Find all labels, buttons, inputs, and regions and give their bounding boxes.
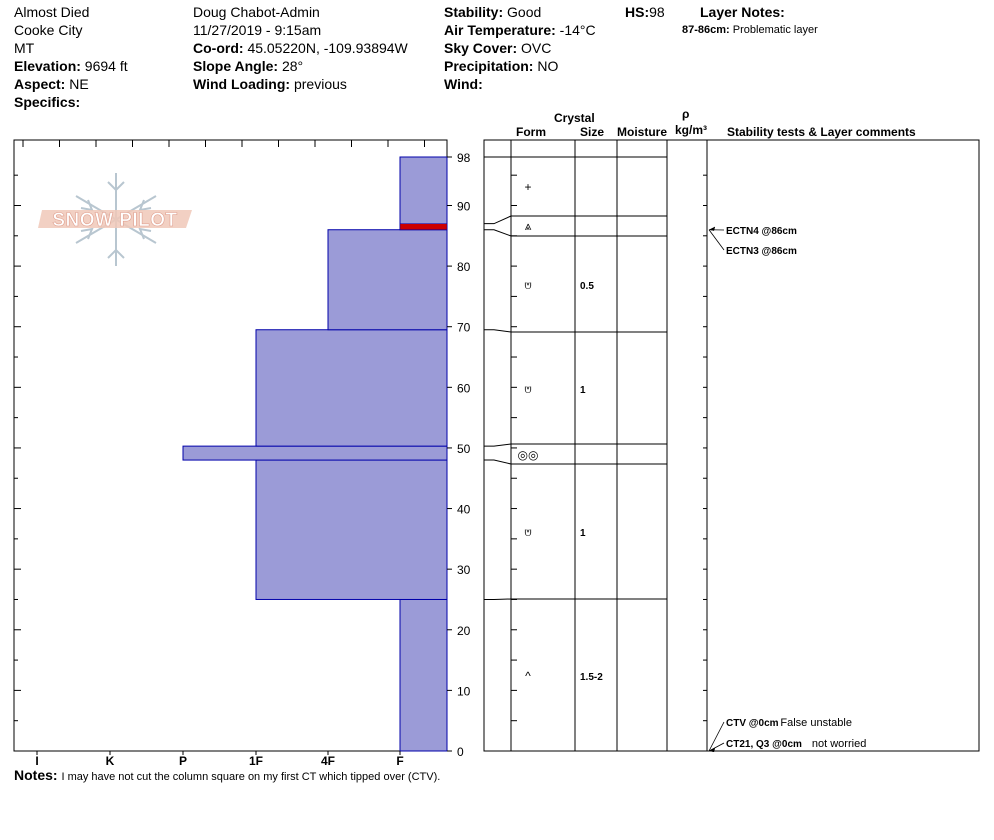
hardness-plot: I K P 1F 4F F 0 10 20 30 40 50 60 70 80 90 98 — [13, 139, 471, 768]
elevation: Elevation: 9694 ft — [14, 58, 128, 74]
layer-notes-label: Layer Notes: — [700, 4, 785, 20]
x-tick-label-P: P — [179, 754, 187, 768]
crystal-form-4: ◎◎ — [518, 448, 539, 462]
state: MT — [14, 40, 35, 56]
layer-bar-1 — [255, 459, 448, 600]
precipitation: Precipitation: NO — [444, 58, 559, 74]
y-tick-label-40: 40 — [457, 503, 471, 517]
y-tick-label-0: 0 — [457, 745, 464, 759]
crystal-form-1: ⩓ — [525, 219, 532, 233]
specifics: Specifics: — [14, 94, 81, 110]
col-size: Size — [580, 125, 605, 139]
row-connector-5 — [484, 459, 512, 465]
test-leader-1 — [708, 229, 725, 251]
crystal-form-5: ⩅ — [525, 525, 532, 539]
observer: Doug Chabot-Admin — [193, 4, 320, 20]
x-tick-label-F: F — [396, 754, 403, 768]
aspect: Aspect: NE — [14, 76, 89, 92]
notes: Notes: I may have not cut the column squ… — [14, 767, 441, 783]
table-frame — [483, 139, 980, 752]
layer-note: 87-86cm: Problematic layer — [682, 24, 818, 36]
y-tick-label-30: 30 — [457, 563, 471, 577]
layer-bar-5 — [399, 156, 448, 231]
wind-loading: Wind Loading: previous — [193, 76, 347, 92]
y-tick-label-20: 20 — [457, 624, 471, 638]
coordinates: Co-ord: 45.05220N, -109.93894W — [193, 40, 408, 56]
test-arrow-3 — [709, 748, 715, 752]
col-stability: Stability tests & Layer comments — [727, 125, 916, 139]
crystal-size-3: 1 — [580, 385, 586, 396]
test-label-0: ECTN4 @86cm — [726, 226, 797, 237]
crystal-table: + ⩓ ⩅ 0.5 ⩅ 1 ◎◎ ⩅ 1 ^ 1.5-2 — [483, 139, 980, 752]
test-comment-2: False unstable — [780, 717, 852, 729]
y-tick-label-90: 90 — [457, 199, 471, 213]
y-tick-label-70: 70 — [457, 321, 471, 335]
test-label-1: ECTN3 @86cm — [726, 246, 797, 257]
crystal-size-6: 1.5-2 — [580, 672, 603, 683]
row-connector-2 — [484, 229, 512, 237]
problem-layer-band — [399, 223, 448, 230]
y-tick-label-10: 10 — [457, 684, 471, 698]
x-tick-label-I: I — [35, 754, 38, 768]
slope-angle: Slope Angle: 28° — [193, 58, 304, 74]
test-arrow-1 — [709, 226, 715, 231]
site-name: Almost Died — [14, 4, 90, 20]
test-label-2: CTV @0cm — [726, 718, 779, 729]
stability-panel: ECTN4 @86cm ECTN3 @86cm CTV @0cm False unst… — [708, 226, 866, 752]
datetime: 11/27/2019 - 9:15am — [193, 22, 322, 38]
crystal-form-0: + — [524, 180, 531, 194]
row-connector-1 — [484, 215, 512, 225]
test-leader-2 — [708, 721, 725, 752]
x-tick-label-4F: 4F — [321, 754, 335, 768]
row-connector-4 — [484, 443, 512, 447]
y-tick-label-98: 98 — [457, 151, 471, 165]
crystal-size-5: 1 — [580, 528, 586, 539]
col-moisture: Moisture — [617, 125, 668, 139]
test-leader-3 — [708, 742, 725, 752]
snowpilot-logo: SNOW PILOT — [38, 173, 192, 266]
col-form: Form — [516, 125, 546, 139]
layer-bar-3 — [255, 329, 448, 447]
wind: Wind: — [444, 76, 483, 92]
x-tick-label-1F: 1F — [249, 754, 263, 768]
crystal-form-3: ⩅ — [525, 382, 532, 396]
layer-bar-4 — [327, 229, 448, 331]
layer-bar-0 — [399, 598, 448, 752]
col-crystal: Crystal — [554, 111, 595, 125]
test-comment-3: not worried — [812, 738, 866, 750]
sky-cover: Sky Cover: OVC — [444, 40, 552, 56]
crystal-size-2: 0.5 — [580, 281, 594, 292]
x-tick-label-K: K — [106, 754, 115, 768]
crystal-form-2: ⩅ — [525, 278, 532, 292]
y-tick-label-80: 80 — [457, 260, 471, 274]
layer-bar-2 — [182, 445, 448, 461]
y-tick-label-60: 60 — [457, 381, 471, 395]
col-rho: ρ — [682, 107, 690, 121]
location: Cooke City — [14, 22, 83, 38]
stability: Stability: Good — [444, 4, 542, 20]
test-label-3: CT21, Q3 @0cm — [726, 739, 802, 750]
hs: HS:98 — [625, 4, 665, 20]
crystal-form-6: ^ — [525, 669, 531, 683]
col-density: kg/m³ — [675, 123, 708, 137]
row-connector-3 — [484, 329, 512, 333]
air-temperature: Air Temperature: -14°C — [444, 22, 596, 38]
logo-text: SNOW PILOT — [52, 210, 177, 231]
y-tick-label-50: 50 — [457, 442, 471, 456]
